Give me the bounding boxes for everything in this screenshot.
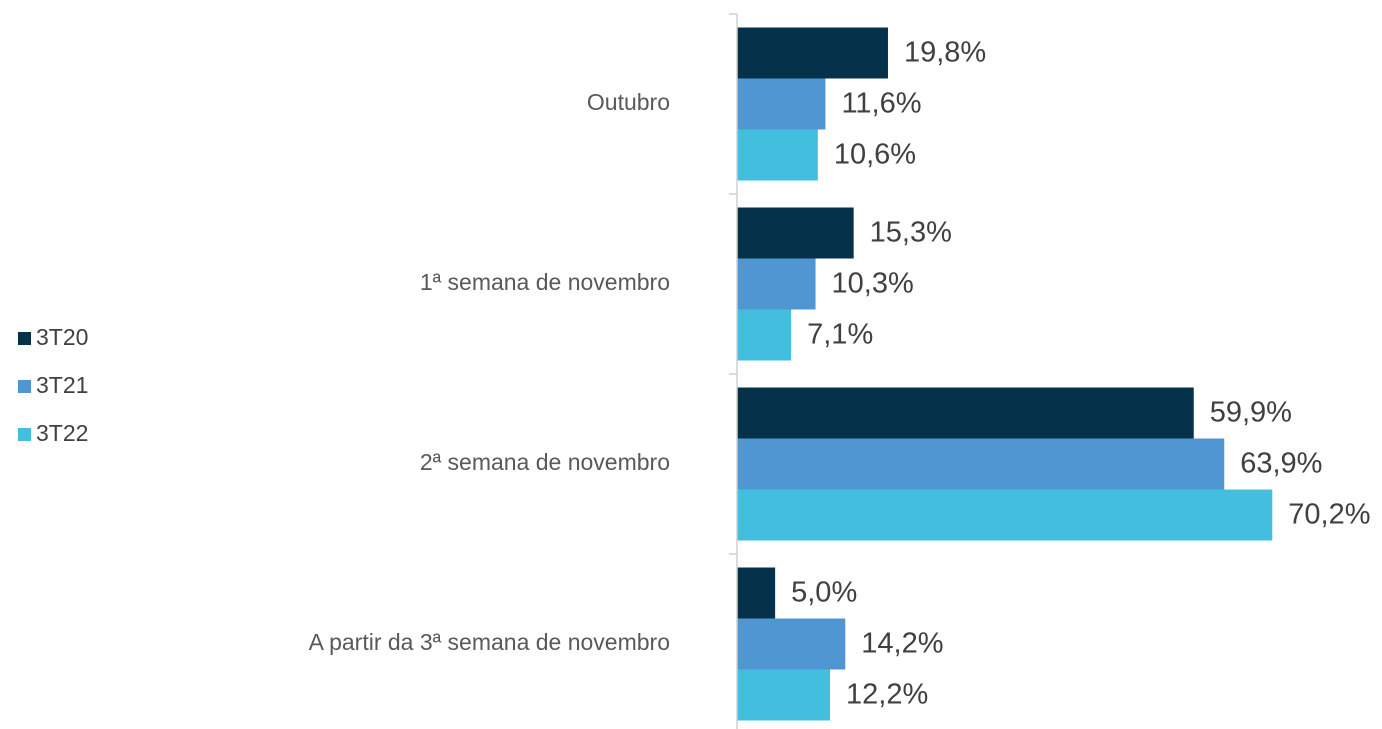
bar <box>737 387 1194 439</box>
bar <box>737 618 846 670</box>
data-label: 70,2% <box>1288 499 1370 531</box>
legend-label: 3T22 <box>36 420 88 446</box>
legend-label: 3T20 <box>36 324 88 350</box>
data-label: 10,6% <box>834 139 916 171</box>
bar <box>737 207 854 259</box>
bar <box>737 567 776 619</box>
bar <box>737 129 818 181</box>
data-label: 10,3% <box>832 268 914 300</box>
bar <box>737 489 1273 541</box>
category-label: 1ª semana de novembro <box>420 269 670 295</box>
bar <box>737 258 816 310</box>
data-label: 7,1% <box>807 319 873 351</box>
bar <box>737 309 792 361</box>
category-label: 2ª semana de novembro <box>420 449 670 475</box>
data-label: 12,2% <box>846 679 928 711</box>
data-label: 15,3% <box>870 217 952 249</box>
data-label: 14,2% <box>861 628 943 660</box>
data-label: 5,0% <box>791 577 857 609</box>
legend-swatch <box>18 332 31 345</box>
bar <box>737 78 826 130</box>
bar <box>737 27 888 79</box>
data-label: 11,6% <box>841 88 921 120</box>
category-label: Outubro <box>587 89 670 115</box>
bar <box>737 438 1225 490</box>
bar <box>737 669 831 721</box>
legend-label: 3T21 <box>36 372 88 398</box>
data-label: 19,8% <box>904 37 986 69</box>
data-label: 63,9% <box>1240 448 1322 480</box>
data-label: 59,9% <box>1210 397 1292 429</box>
category-label: A partir da 3ª semana de novembro <box>309 629 670 655</box>
legend-swatch <box>18 380 31 393</box>
legend-swatch <box>18 428 31 441</box>
